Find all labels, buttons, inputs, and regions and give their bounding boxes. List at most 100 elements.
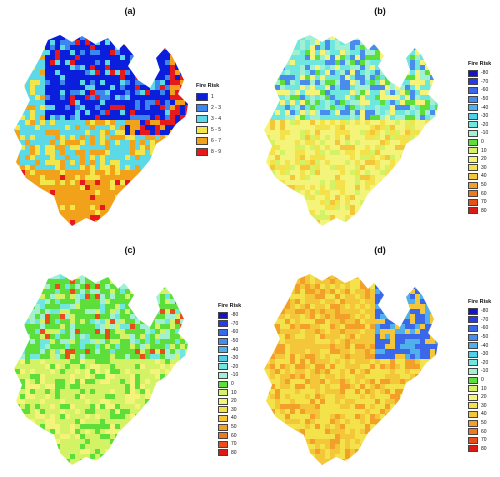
legend-swatch <box>218 311 228 319</box>
legend-swatch <box>468 385 478 393</box>
panel-label-d: (d) <box>374 245 386 255</box>
legend-label: -80 <box>231 312 239 319</box>
legend-item-b: -80 <box>468 69 491 78</box>
legend-swatch <box>468 86 478 94</box>
legend-swatch <box>468 410 478 418</box>
legend-swatch <box>468 207 478 215</box>
legend-item-b: 50 <box>468 181 491 190</box>
legend-swatch <box>218 328 228 336</box>
legend-item-b: 70 <box>468 198 491 207</box>
legend-label: 1 <box>211 93 214 100</box>
legend-swatch <box>218 414 228 422</box>
legend-label: -80 <box>481 308 489 315</box>
legend-swatch <box>196 114 208 123</box>
legend-item-d: -10 <box>468 367 491 376</box>
legend-item-c: 50 <box>218 423 241 432</box>
legend-swatch <box>218 389 228 397</box>
legend-label: -20 <box>481 121 489 128</box>
legend-item-c: 60 <box>218 431 241 440</box>
legend-swatch <box>218 406 228 414</box>
legend-label: 30 <box>481 402 487 409</box>
legend-c: Fire Risk -80 -70 -60 -50 -40 -30 -20 -10 0 10 20 3… <box>218 303 241 457</box>
legend-item-c: -50 <box>218 337 241 346</box>
legend-item-c: -30 <box>218 354 241 363</box>
legend-swatch <box>218 440 228 448</box>
legend-item-c: 40 <box>218 414 241 423</box>
legend-title-a: Fire Risk <box>196 83 220 89</box>
legend-swatch <box>468 393 478 401</box>
legend-swatch <box>196 147 208 156</box>
legend-label: -50 <box>481 96 489 103</box>
fire-risk-map-a <box>14 35 188 226</box>
legend-swatch <box>218 346 228 354</box>
legend-item-c: -10 <box>218 371 241 380</box>
legend-item-d: -70 <box>468 316 491 325</box>
legend-b: Fire Risk -80 -70 -60 -50 -40 -30 -20 -10 0 10 20 3… <box>468 61 491 215</box>
legend-item-b: 80 <box>468 207 491 216</box>
legend-item-b: -30 <box>468 112 491 121</box>
fire-risk-map-c <box>14 274 188 465</box>
legend-label: -20 <box>481 359 489 366</box>
legend-swatch <box>468 198 478 206</box>
legend-item-d: 50 <box>468 419 491 428</box>
legend-swatch <box>468 428 478 436</box>
legend-swatch <box>468 376 478 384</box>
legend-label: 20 <box>481 394 487 401</box>
legend-label: 80 <box>231 449 237 456</box>
legend-label: -40 <box>481 104 489 111</box>
legend-swatch <box>218 337 228 345</box>
legend-label: 50 <box>231 424 237 431</box>
legend-swatch <box>468 342 478 350</box>
legend-label: -70 <box>231 320 239 327</box>
legend-item-d: -30 <box>468 350 491 359</box>
map-raster-b <box>264 35 438 226</box>
legend-label: 80 <box>481 207 487 214</box>
legend-swatch <box>468 436 478 444</box>
map-raster-d <box>264 274 438 465</box>
legend-item-b: 30 <box>468 164 491 173</box>
legend-item-c: -80 <box>218 311 241 320</box>
legend-item-d: 40 <box>468 410 491 419</box>
legend-item-a: 3 - 4 <box>196 113 221 124</box>
legend-item-d: 60 <box>468 427 491 436</box>
legend-label: -10 <box>231 372 239 379</box>
legend-label: -70 <box>481 316 489 323</box>
legend-item-d: 70 <box>468 436 491 445</box>
legend-item-b: -50 <box>468 95 491 104</box>
legend-a: Fire Risk 1 2 - 3 3 - 4 5 - 5 6 - 7 8 - 9 <box>196 83 221 157</box>
legend-item-b: 20 <box>468 155 491 164</box>
legend-swatch <box>468 445 478 453</box>
legend-label: -30 <box>231 355 239 362</box>
panel-label-c: (c) <box>124 245 136 255</box>
legend-item-c: 10 <box>218 388 241 397</box>
legend-label: -10 <box>481 368 489 375</box>
legend-swatch <box>468 155 478 163</box>
legend-item-c: 80 <box>218 449 241 458</box>
legend-label: 3 - 4 <box>211 115 222 122</box>
legend-label: 6 - 7 <box>211 137 222 144</box>
legend-item-a: 5 - 5 <box>196 124 221 135</box>
legend-label: -60 <box>231 329 239 336</box>
legend-swatch <box>468 69 478 77</box>
legend-label: 60 <box>481 428 487 435</box>
legend-label: -70 <box>481 78 489 85</box>
legend-swatch <box>468 333 478 341</box>
legend-item-a: 8 - 9 <box>196 146 221 157</box>
panel-a: (a) Fire Risk 1 2 - 3 3 - 4 5 - 5 6 - 7 8 - 9 <box>0 0 250 238</box>
legend-label: 60 <box>481 190 487 197</box>
panel-label-a: (a) <box>124 6 136 16</box>
legend-swatch <box>468 104 478 112</box>
legend-label: -50 <box>481 334 489 341</box>
legend-label: 0 <box>231 381 234 388</box>
legend-label: 80 <box>481 445 487 452</box>
legend-label: -60 <box>481 325 489 332</box>
legend-swatch <box>218 397 228 405</box>
legend-swatch <box>468 324 478 332</box>
legend-item-c: 70 <box>218 440 241 449</box>
legend-swatch <box>468 316 478 324</box>
legend-label: 70 <box>481 199 487 206</box>
legend-label: -40 <box>481 342 489 349</box>
legend-label: -80 <box>481 70 489 77</box>
legend-label: 70 <box>481 437 487 444</box>
legend-label: 8 - 9 <box>211 148 222 155</box>
